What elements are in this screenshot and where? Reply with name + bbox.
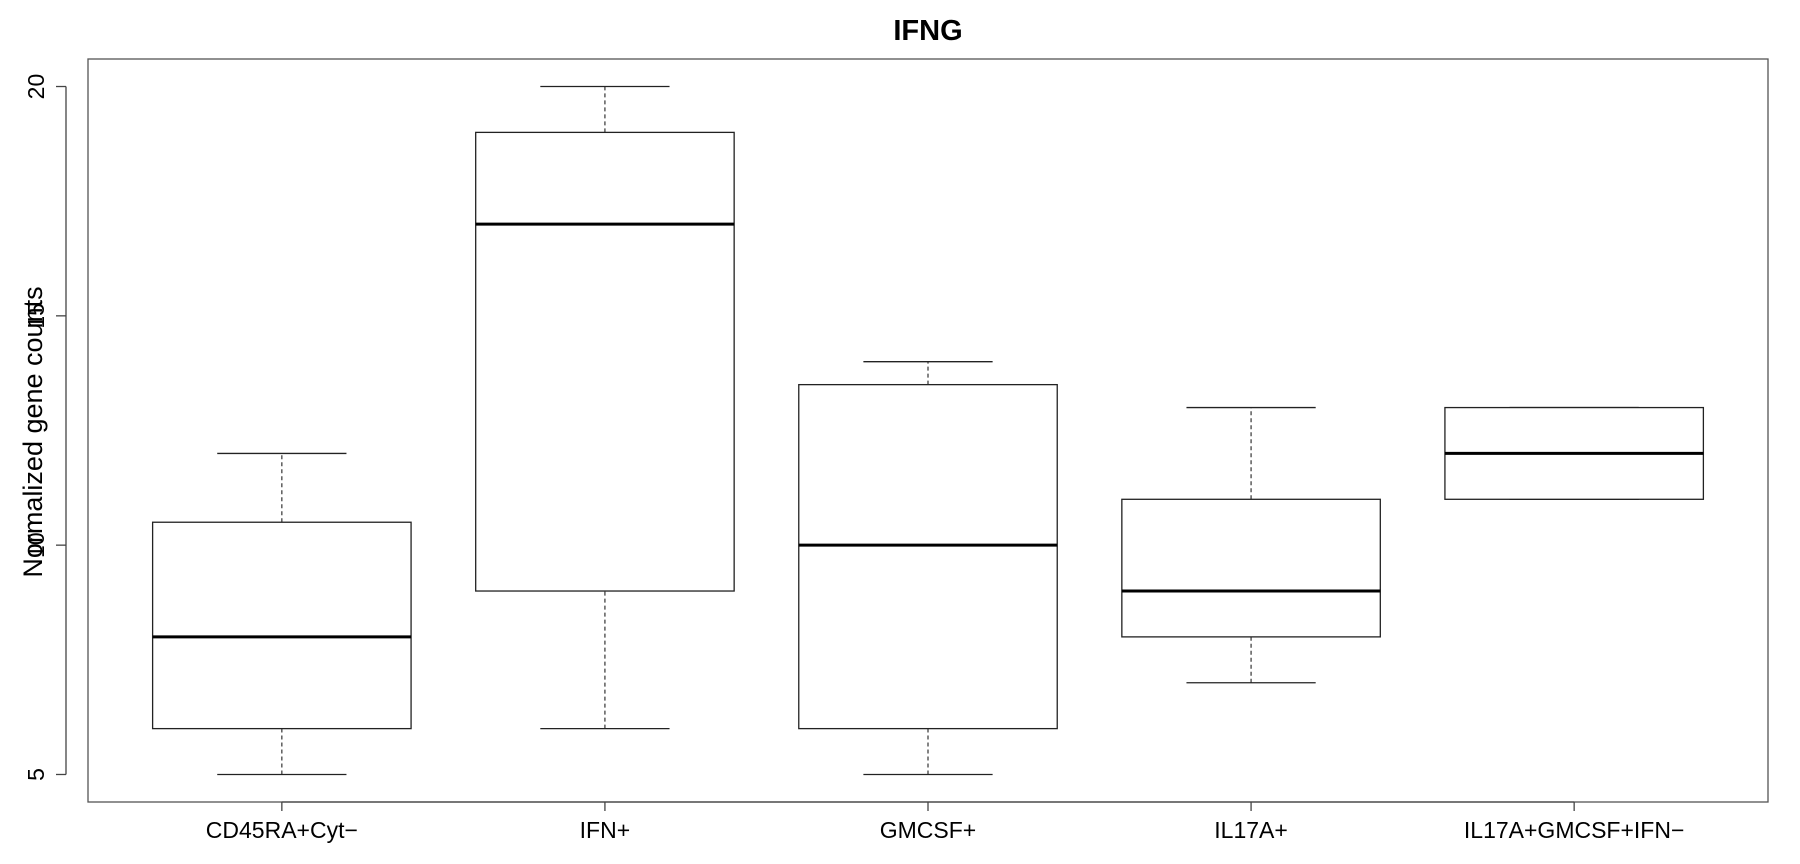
box-group <box>1444 406 1705 500</box>
chart-title: IFNG <box>893 15 962 47</box>
box-group <box>1121 406 1381 684</box>
box-iqr <box>151 521 412 730</box>
box-group <box>151 452 412 776</box>
x-axis: CD45RA+Cyt− IFN+ GMCSF+ IL17A+ IL17A+GMCSF+I… <box>206 801 1685 843</box>
y-axis-label: Normalized gene counts <box>18 286 48 577</box>
y-tick-label: 5 <box>23 768 49 781</box>
y-axis: 5 10 15 20 <box>23 74 67 781</box>
x-tick-label: IFN+ <box>580 817 630 843</box>
box-group <box>475 85 735 730</box>
box-iqr <box>1121 498 1381 638</box>
x-tick-label: IL17A+GMCSF+IFN− <box>1464 817 1685 843</box>
box-iqr <box>475 131 735 592</box>
y-tick-label: 10 <box>23 532 49 558</box>
boxes-group <box>151 85 1705 776</box>
x-tick-label: IL17A+ <box>1214 817 1288 843</box>
y-tick-label: 20 <box>23 74 49 100</box>
x-tick-label: GMCSF+ <box>880 817 976 843</box>
y-tick-label: 15 <box>23 303 49 329</box>
box-iqr <box>798 383 1058 730</box>
x-tick-label: CD45RA+Cyt− <box>206 817 358 843</box>
box-group <box>798 361 1058 776</box>
